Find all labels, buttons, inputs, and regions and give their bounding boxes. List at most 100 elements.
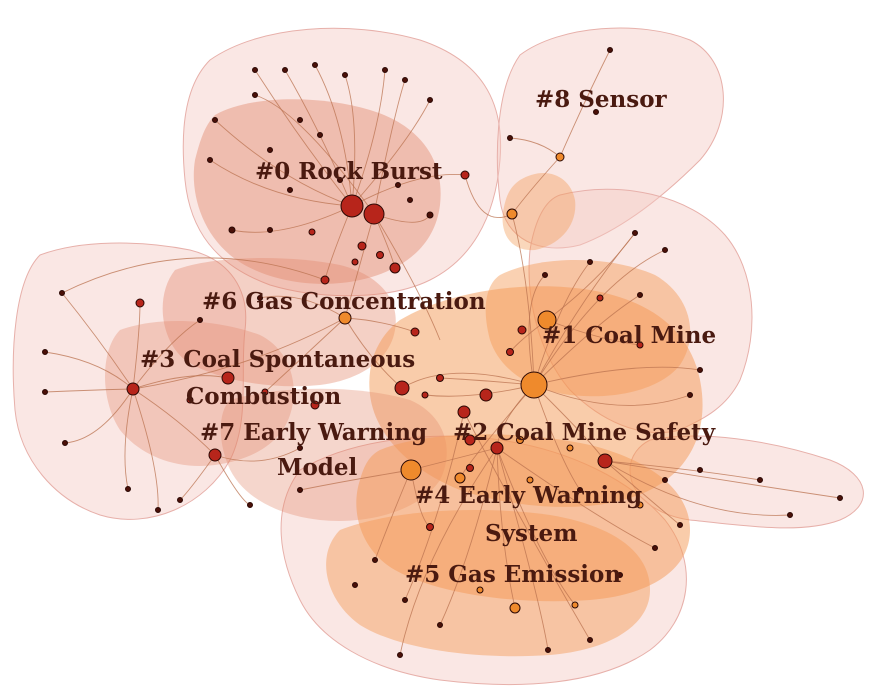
node — [228, 226, 236, 234]
node — [509, 602, 521, 614]
node — [597, 453, 613, 469]
edge — [132, 319, 201, 390]
edge — [463, 411, 591, 641]
node — [542, 272, 548, 278]
edge — [373, 79, 406, 215]
edge — [61, 292, 134, 390]
node — [677, 522, 683, 528]
node — [297, 117, 303, 123]
cluster-label-coal-spontaneous-line2: Combustion — [186, 383, 341, 410]
edge — [132, 388, 216, 456]
node — [267, 227, 273, 233]
node — [59, 290, 65, 296]
node — [407, 197, 413, 203]
node — [506, 348, 514, 356]
edge — [132, 302, 141, 390]
hull-left-outer — [12, 242, 247, 520]
node-hub — [363, 203, 385, 225]
node-hub — [338, 311, 352, 325]
node — [466, 464, 474, 472]
node — [617, 572, 623, 578]
node — [421, 391, 429, 399]
edge — [496, 447, 656, 549]
hull-sensor-outer — [496, 27, 724, 249]
hull-gas-concentration-inner — [162, 258, 396, 387]
cluster-label-early-warning-system-line2: System — [485, 520, 578, 547]
edge — [604, 460, 791, 516]
edge — [254, 94, 375, 215]
edge — [546, 319, 641, 346]
edge — [124, 388, 134, 490]
node — [376, 251, 384, 259]
edge — [344, 74, 356, 207]
node — [632, 230, 638, 236]
node — [308, 228, 316, 236]
edge — [132, 317, 346, 390]
node — [507, 135, 513, 141]
node — [312, 62, 318, 68]
nodes — [42, 47, 843, 658]
node — [607, 47, 613, 53]
node — [464, 434, 476, 446]
node — [402, 597, 408, 603]
edge — [314, 64, 353, 207]
node — [389, 262, 401, 274]
edge — [64, 388, 134, 444]
edge — [344, 317, 416, 333]
node — [297, 445, 303, 451]
node — [212, 117, 218, 123]
cluster-label-early-warning-model-line1: #7 Early Warning — [200, 419, 427, 446]
hull-early-warning-system-inner — [356, 434, 690, 602]
cluster-label-coal-spontaneous-line1: #3 Coal Spontaneous — [140, 346, 415, 373]
node-hub — [400, 459, 422, 481]
node — [636, 501, 644, 509]
node — [372, 557, 378, 563]
node — [652, 545, 658, 551]
edge — [132, 388, 159, 511]
edge — [528, 274, 546, 386]
edge — [604, 460, 681, 526]
edge — [264, 317, 346, 393]
node — [757, 477, 763, 483]
edge — [604, 460, 761, 481]
node — [197, 317, 203, 323]
hull-spontaneous-inner — [105, 320, 294, 466]
node — [436, 374, 444, 382]
node — [310, 400, 320, 410]
edge — [464, 174, 513, 219]
node — [636, 341, 644, 349]
node — [42, 349, 48, 355]
node — [402, 77, 408, 83]
edge — [254, 69, 353, 207]
node — [317, 132, 323, 138]
edge — [533, 261, 591, 386]
cluster-label-gas-concentration: #6 Gas Concentration — [202, 288, 486, 315]
node — [252, 67, 258, 73]
edge — [399, 447, 498, 656]
edge — [604, 460, 841, 499]
edge — [209, 159, 353, 207]
edge — [533, 294, 641, 386]
edge — [559, 49, 611, 158]
node — [454, 472, 466, 484]
edge — [401, 372, 535, 389]
node — [516, 436, 524, 444]
node — [42, 389, 48, 395]
node-hub — [126, 382, 140, 396]
node — [545, 647, 551, 653]
cluster-label-early-warning-model-line2: Model — [277, 454, 358, 481]
node — [697, 467, 703, 473]
node — [297, 487, 303, 493]
edge — [44, 388, 134, 393]
node — [282, 67, 288, 73]
edge — [259, 295, 346, 319]
node — [186, 396, 194, 404]
cluster-labels: #0 Rock Burst #8 Sensor #6 Gas Concentra… — [140, 86, 716, 588]
node — [394, 380, 410, 396]
cluster-label-coal-mine-safety: #2 Coal Mine Safety — [453, 419, 716, 446]
node — [476, 586, 484, 594]
edge — [424, 384, 535, 397]
edge — [351, 69, 386, 207]
node — [587, 637, 593, 643]
